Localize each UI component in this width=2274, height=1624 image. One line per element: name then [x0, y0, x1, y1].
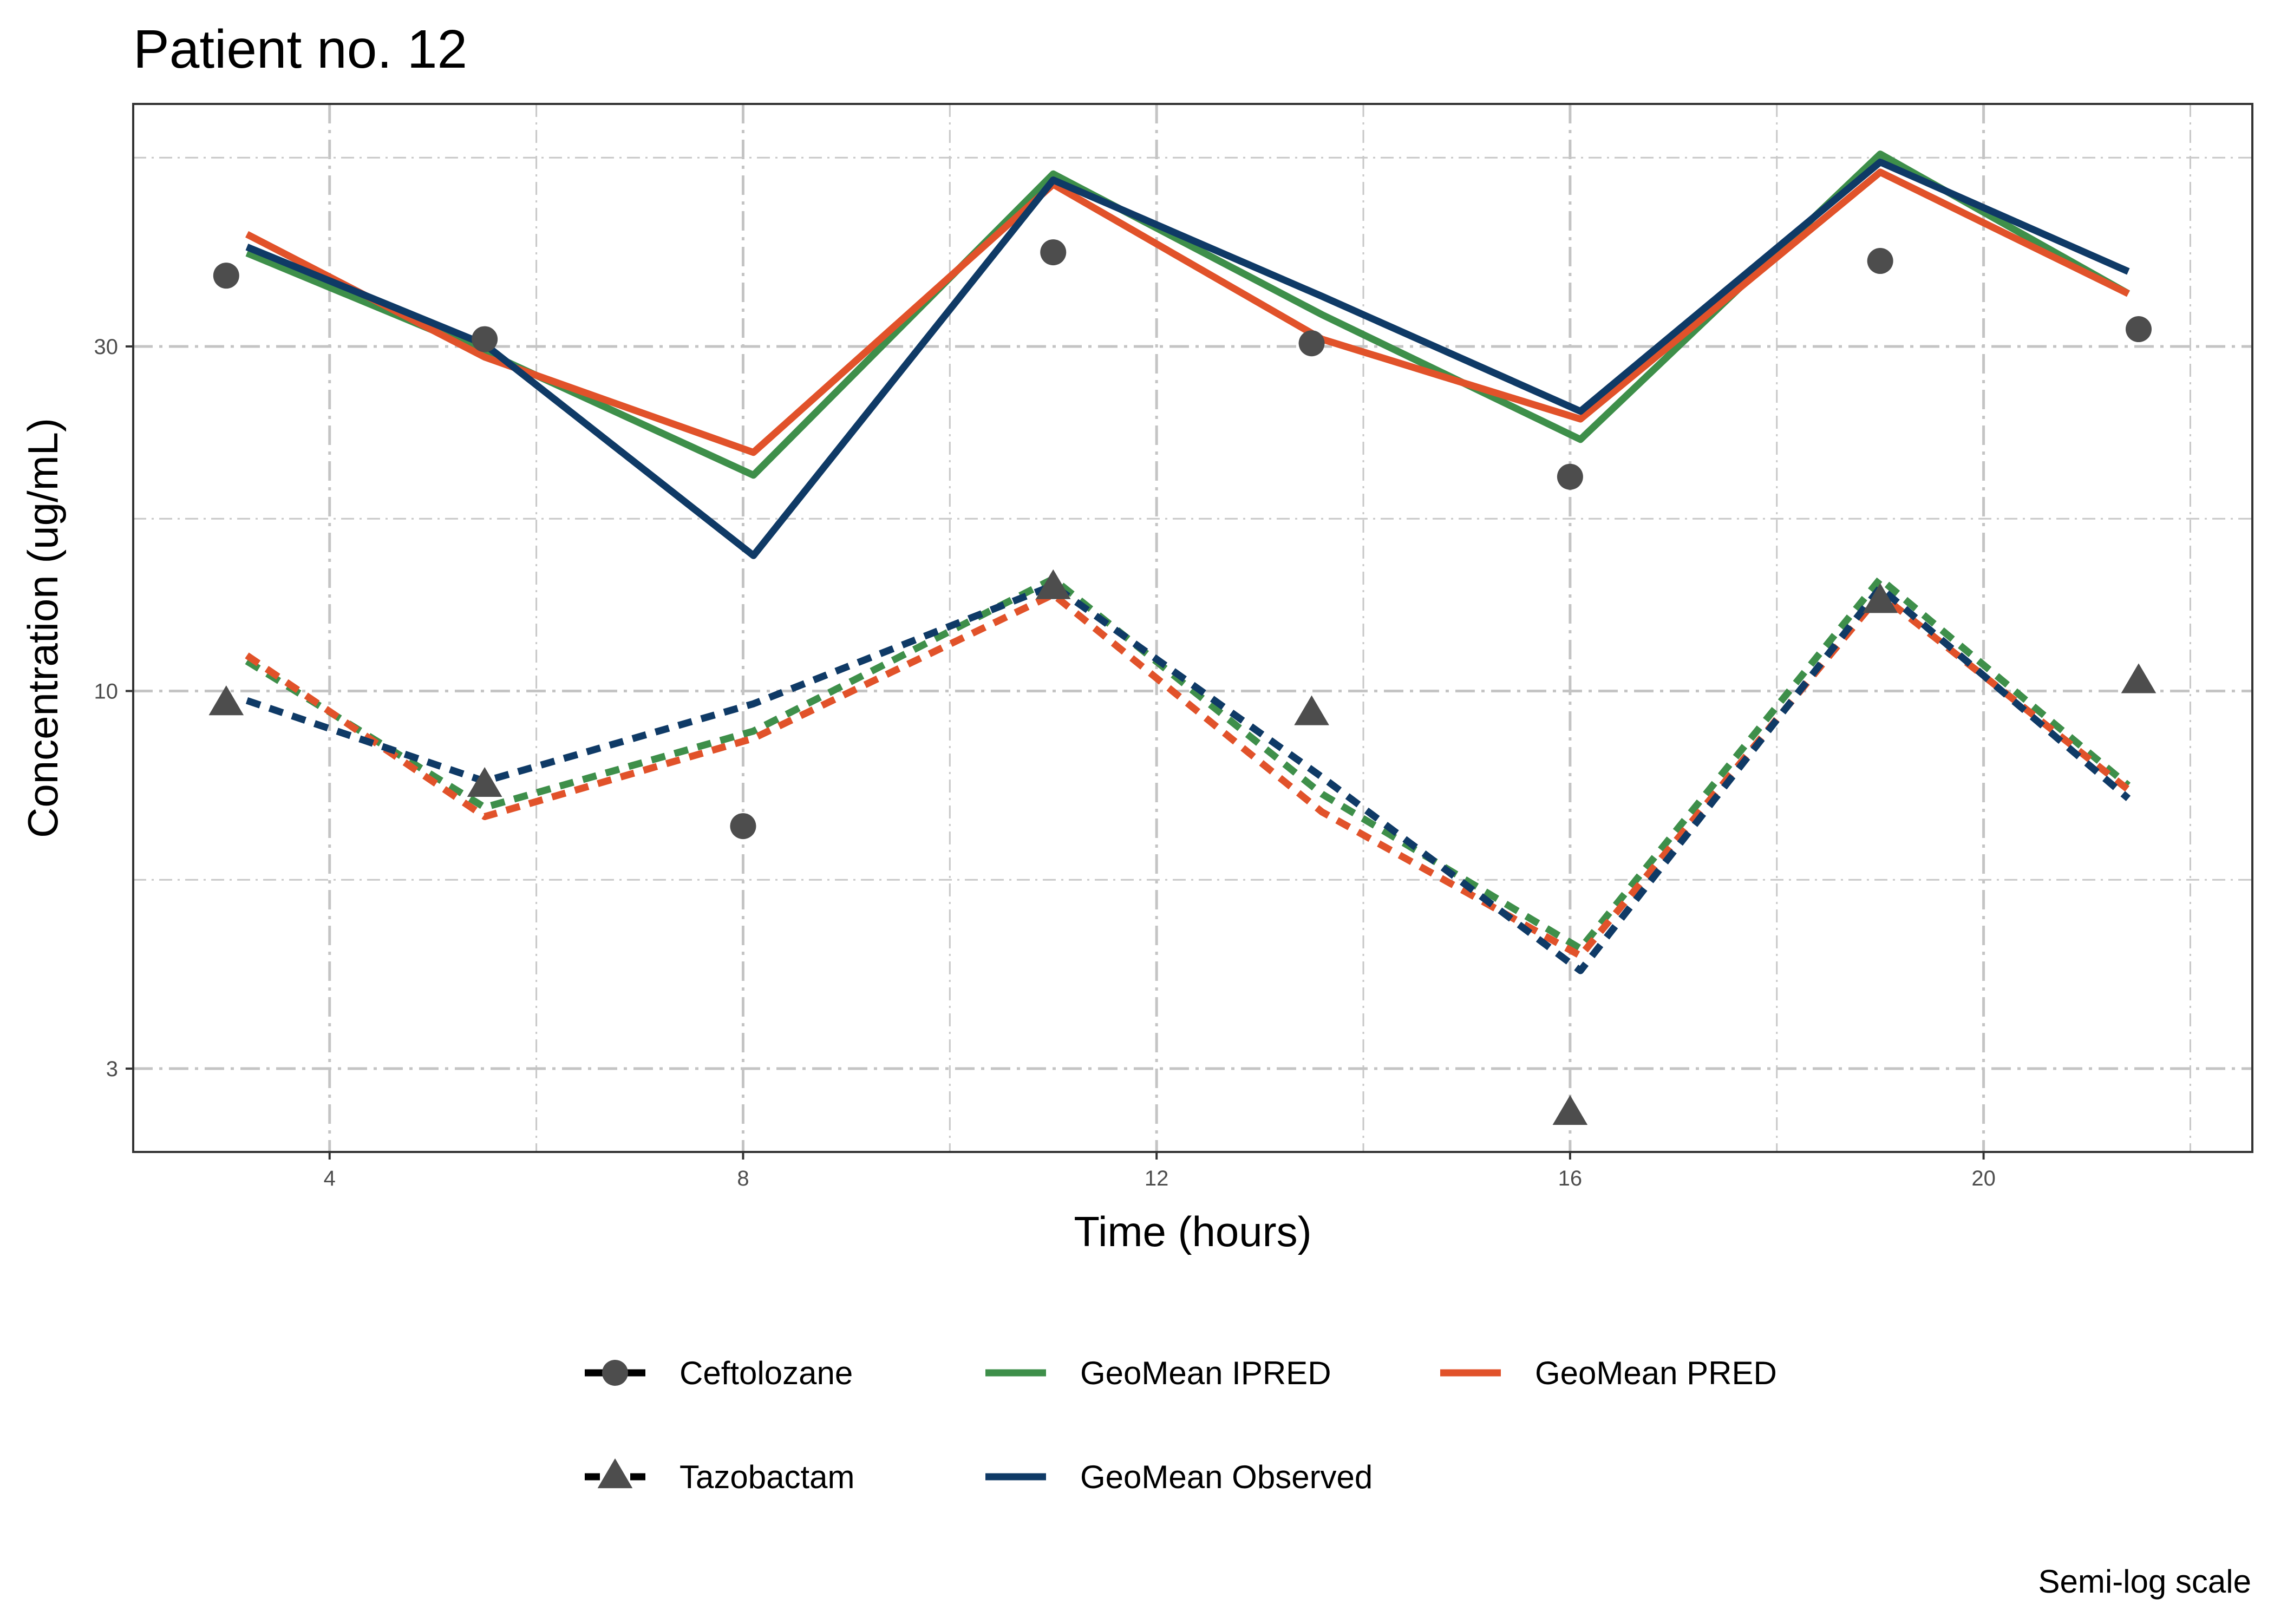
data-point-tazobactam: [467, 767, 502, 797]
legend-label: GeoMean PRED: [1535, 1355, 1777, 1391]
data-point-tazobactam: [1294, 695, 1329, 725]
y-tick-label: 30: [94, 335, 119, 359]
data-point-tazobactam: [1863, 583, 1898, 613]
x-tick-label: 16: [1558, 1167, 1583, 1190]
legend-label: GeoMean IPRED: [1080, 1355, 1331, 1391]
data-point-ceftolozane: [213, 263, 239, 289]
data-point-ceftolozane: [1298, 330, 1325, 357]
y-tick-label: 3: [106, 1057, 118, 1081]
x-axis-ticks: 4 8 12 16 20: [324, 1152, 1996, 1190]
data-point-tazobactam: [208, 685, 244, 716]
data-point-tazobactam: [1035, 569, 1071, 599]
data-point-ceftolozane: [472, 326, 498, 352]
legend-item-ceftolozane: Ceftolozane: [585, 1355, 853, 1391]
legend-key-circle-marker: [602, 1360, 628, 1386]
y-axis-title: Concentration (ug/mL): [19, 418, 67, 838]
y-tick-label: 10: [94, 679, 119, 703]
data-point-ceftolozane: [1557, 463, 1583, 490]
data-point-ceftolozane: [1040, 239, 1067, 266]
legend-label: Tazobactam: [679, 1459, 855, 1495]
data-point-tazobactam: [1552, 1095, 1588, 1125]
grid-major: [133, 104, 2252, 1152]
legend: Ceftolozane GeoMean IPRED GeoMean PRED Tazo…: [585, 1355, 1777, 1495]
data-point-tazobactam: [2121, 663, 2157, 693]
data-point-ceftolozane: [730, 813, 756, 840]
series-line-geomean-pred-ceftolozane: [245, 168, 2130, 456]
x-axis-title: Time (hours): [1074, 1208, 1311, 1255]
x-tick-label: 8: [737, 1167, 749, 1190]
legend-item-tazobactam: Tazobactam: [585, 1458, 855, 1495]
legend-key-triangle-marker: [597, 1458, 633, 1489]
data-point-ceftolozane: [2125, 316, 2152, 343]
series-line-geomean-ipred-tazobactam: [245, 575, 2131, 952]
series-line-geomean-observed-ceftolozane: [245, 158, 2130, 559]
plot-panel-border: [132, 103, 2253, 1153]
legend-item-geomean-ipred: GeoMean IPRED: [985, 1355, 1331, 1391]
point-layer: [208, 239, 2157, 1125]
legend-label: Ceftolozane: [679, 1355, 853, 1391]
legend-item-geomean-pred: GeoMean PRED: [1440, 1355, 1777, 1391]
data-point-ceftolozane: [1867, 248, 1893, 274]
x-tick-label: 4: [324, 1167, 336, 1190]
x-tick-label: 12: [1145, 1167, 1169, 1190]
legend-label: GeoMean Observed: [1080, 1459, 1373, 1495]
chart-title: Patient no. 12: [133, 19, 467, 80]
x-tick-label: 20: [1971, 1167, 1996, 1190]
chart-caption: Semi-log scale: [2038, 1563, 2252, 1600]
series-layer: [245, 150, 2131, 974]
y-axis-ticks: 3 10 30: [94, 335, 133, 1081]
series-line-geomean-observed-tazobactam: [245, 582, 2131, 974]
legend-item-geomean-observed: GeoMean Observed: [985, 1459, 1373, 1495]
